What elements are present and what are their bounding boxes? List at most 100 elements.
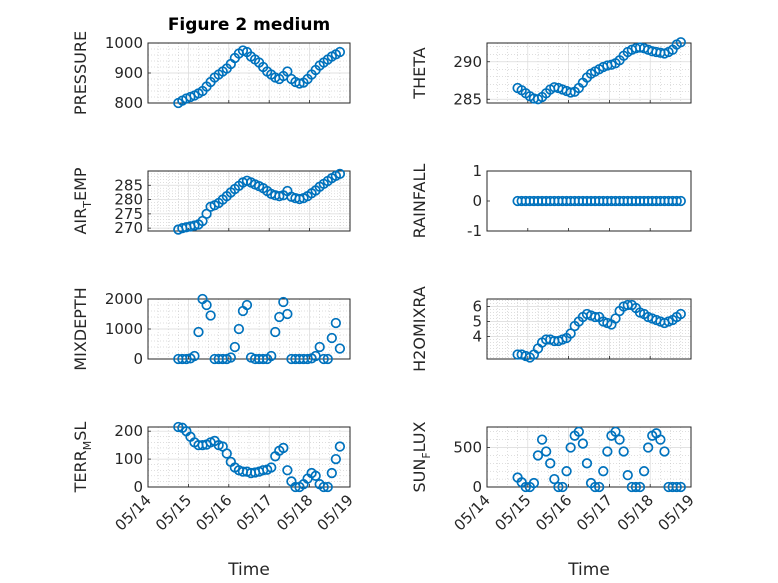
- subplot-mixdepth: 0 1000 2000 MIXDEPTH: [71, 287, 351, 371]
- x-tick-label: 05/15: [491, 491, 534, 534]
- data-point: [330, 317, 342, 329]
- grid: [486, 299, 692, 359]
- data-point: [322, 353, 333, 365]
- y-tick-label: 290: [453, 53, 482, 71]
- y-tick-label: 2000: [105, 290, 143, 308]
- y-axis-label: AIRTEMP: [71, 167, 94, 234]
- x-tick-label: 05/14: [451, 491, 494, 534]
- data-point: [655, 434, 666, 445]
- y-axis-label: H2OMIXRA: [410, 286, 429, 372]
- y-axis-label: SUNFLUX: [410, 421, 433, 492]
- series-markers: [512, 426, 686, 493]
- axes-border: [147, 170, 351, 232]
- y-tick-label: 100: [114, 450, 143, 468]
- y-tick-label: 500: [453, 439, 482, 457]
- data-point: [594, 481, 605, 493]
- series-markers: [173, 293, 346, 365]
- data-point: [671, 195, 682, 207]
- data-point: [278, 296, 289, 308]
- data-point: [282, 66, 293, 77]
- data-point: [334, 343, 346, 354]
- y-tick-label: 900: [114, 64, 143, 82]
- y-axis-label: PRESSURE: [71, 31, 90, 115]
- data-point: [233, 323, 245, 335]
- x-axis-label: Time: [567, 560, 610, 580]
- subplot-theta: 285 290 THETA: [410, 37, 692, 108]
- y-tick-label: 6: [472, 298, 482, 316]
- y-tick-label: 4: [472, 328, 482, 346]
- series-markers: [512, 195, 686, 207]
- data-point: [266, 462, 277, 473]
- data-point: [330, 453, 342, 465]
- y-tick-label: 1: [472, 162, 482, 180]
- y-tick-label: 0: [133, 478, 143, 496]
- y-axis-label: TERRMSL: [71, 422, 94, 494]
- y-tick-label: -1: [467, 222, 482, 240]
- data-point: [241, 299, 253, 311]
- data-point: [270, 326, 281, 338]
- data-point: [622, 470, 633, 481]
- axes-border: [147, 298, 351, 360]
- y-tick-label: 285: [114, 176, 143, 194]
- grid: [147, 170, 351, 232]
- data-point: [614, 434, 625, 445]
- data-point: [610, 426, 621, 437]
- data-point: [549, 473, 560, 485]
- data-point: [326, 332, 337, 344]
- data-point: [520, 481, 531, 493]
- y-tick-label: 200: [114, 422, 143, 440]
- data-point: [532, 450, 544, 461]
- data-point: [173, 421, 184, 433]
- y-tick-label: 1000: [105, 320, 143, 338]
- series-markers: [173, 421, 346, 493]
- axes-border: [147, 426, 351, 488]
- x-tick-label: 05/18: [614, 491, 657, 534]
- series-markers: [173, 45, 346, 109]
- y-tick-label: 285: [453, 90, 482, 108]
- data-point: [266, 350, 277, 362]
- data-point: [221, 448, 232, 459]
- y-tick-label: 1000: [105, 34, 143, 52]
- data-point: [314, 341, 325, 353]
- data-point: [675, 37, 686, 48]
- data-point: [334, 168, 346, 180]
- data-point: [638, 466, 650, 477]
- x-tick-label: 05/14: [112, 491, 155, 534]
- data-point: [528, 477, 540, 489]
- data-point: [577, 438, 589, 449]
- axes-border: [147, 42, 351, 104]
- data-point: [565, 442, 576, 453]
- y-tick-label: 800: [114, 94, 143, 112]
- data-point: [573, 426, 584, 437]
- data-point: [671, 481, 682, 493]
- data-point: [589, 481, 601, 493]
- data-point: [282, 308, 293, 320]
- x-tick-label: 05/16: [532, 491, 575, 534]
- subplot-h2omixra: 456 H2OMIXRA: [410, 286, 692, 372]
- y-tick-label: 270: [114, 219, 143, 237]
- y-axis-label: THETA: [410, 47, 429, 99]
- data-point: [205, 310, 216, 321]
- data-point: [189, 350, 200, 362]
- x-tick-label: 05/17: [233, 491, 276, 534]
- axes-border: [486, 298, 692, 360]
- data-point: [536, 434, 548, 445]
- data-point: [193, 326, 204, 338]
- y-axis-label: MIXDEPTH: [71, 287, 90, 370]
- subplot-pressure: 800 900 1000 PRESSURE: [71, 31, 351, 115]
- figure-title: Figure 2 medium: [168, 15, 330, 35]
- x-axis-label: Time: [227, 560, 270, 580]
- data-point: [282, 465, 293, 476]
- data-point: [201, 299, 212, 311]
- y-axis-label: RAINFALL: [410, 164, 429, 239]
- y-tick-label: 275: [114, 205, 143, 223]
- data-point: [565, 328, 576, 339]
- data-point: [310, 470, 321, 481]
- data-point: [557, 481, 568, 493]
- data-point: [334, 441, 346, 452]
- y-tick-label: 0: [472, 192, 482, 210]
- data-point: [675, 481, 686, 493]
- data-point: [675, 195, 686, 207]
